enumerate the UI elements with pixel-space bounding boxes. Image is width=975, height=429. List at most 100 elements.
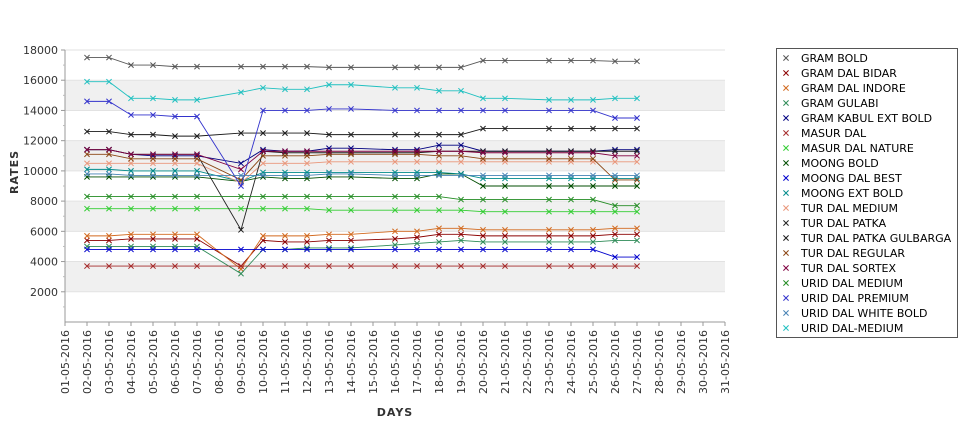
series-14	[84, 146, 640, 173]
legend-item: GRAM BOLD	[783, 52, 868, 65]
legend-item: TUR DAL PATKA GULBARGA	[783, 232, 952, 245]
legend-label: GRAM BOLD	[801, 52, 868, 65]
legend-marker	[783, 295, 789, 301]
data-point	[458, 107, 464, 114]
grid-band	[65, 80, 725, 111]
data-point	[326, 237, 332, 244]
data-point	[150, 263, 156, 270]
data-point	[612, 231, 618, 238]
data-point	[458, 263, 464, 270]
data-point	[568, 125, 574, 132]
data-point	[458, 231, 464, 238]
data-point	[194, 113, 200, 120]
data-point	[194, 205, 200, 212]
data-point	[106, 128, 112, 135]
data-point	[326, 193, 332, 200]
data-point	[414, 207, 420, 214]
data-point	[326, 263, 332, 270]
data-point	[612, 125, 618, 132]
data-point	[260, 263, 266, 270]
data-point	[546, 96, 552, 103]
data-point	[590, 232, 596, 239]
x-axis: 01-05-2016 02-05-2016 03-05-2016 04-05-2016…	[59, 321, 732, 394]
data-point	[282, 246, 288, 253]
data-point	[326, 105, 332, 112]
x-axis-title: DAYS	[377, 406, 413, 419]
data-point	[106, 160, 112, 167]
data-point	[414, 228, 420, 235]
legend-marker	[783, 325, 789, 331]
data-point	[238, 226, 244, 233]
legend-marker	[783, 220, 789, 226]
series-layer	[84, 54, 640, 277]
data-point	[304, 232, 310, 239]
data-point	[172, 113, 178, 120]
data-point	[326, 64, 332, 71]
data-point	[480, 57, 486, 64]
data-point	[634, 115, 640, 121]
data-point	[282, 263, 288, 270]
x-tick-label: 23-05-2016	[543, 330, 556, 394]
data-point	[502, 125, 508, 132]
legend-label: MASUR DAL	[801, 127, 867, 140]
data-point	[502, 196, 508, 203]
data-point	[414, 246, 420, 253]
data-point	[238, 193, 244, 200]
x-tick-label: 04-05-2016	[125, 330, 138, 394]
legend-marker	[783, 85, 789, 91]
legend-marker	[783, 250, 789, 256]
data-point	[414, 240, 420, 247]
series-12	[84, 125, 640, 140]
data-point	[612, 158, 618, 165]
data-point	[106, 146, 112, 153]
series-13	[84, 151, 640, 183]
series-17	[84, 170, 640, 179]
y-tick-label: 6000	[30, 225, 58, 238]
data-point	[150, 246, 156, 253]
data-point	[260, 246, 266, 253]
legend-item: GRAM KABUL EXT BOLD	[783, 112, 932, 125]
data-point	[480, 226, 486, 233]
data-point	[414, 193, 420, 200]
data-point	[392, 246, 398, 253]
data-point	[128, 263, 134, 270]
data-point	[238, 205, 244, 212]
data-point	[590, 183, 596, 189]
data-point	[128, 95, 134, 102]
data-point	[634, 95, 640, 102]
data-point	[458, 131, 464, 138]
data-point	[282, 107, 288, 114]
data-point	[392, 107, 398, 114]
x-tick-label: 28-05-2016	[653, 330, 666, 394]
data-point	[546, 238, 552, 245]
data-point	[106, 78, 112, 85]
data-point	[436, 87, 442, 94]
data-point	[568, 196, 574, 203]
data-point	[546, 196, 552, 203]
data-point	[348, 64, 354, 71]
y-tick-label: 4000	[30, 256, 58, 269]
data-point	[172, 151, 178, 158]
data-point	[568, 263, 574, 270]
data-point	[282, 232, 288, 239]
data-point	[458, 142, 464, 149]
data-point	[502, 57, 508, 64]
y-tick-label: 8000	[30, 195, 58, 208]
legend-item: MOONG DAL BEST	[783, 172, 902, 185]
data-point	[326, 148, 332, 155]
x-tick-label: 18-05-2016	[433, 330, 446, 394]
data-point	[546, 232, 552, 239]
legend-item: URID DAL MEDIUM	[783, 277, 903, 290]
data-point	[634, 183, 640, 189]
data-point	[480, 232, 486, 239]
data-point	[612, 148, 618, 155]
data-point	[238, 177, 244, 183]
data-point	[634, 254, 640, 260]
legend-item: MASUR DAL	[783, 127, 867, 140]
data-point	[502, 226, 508, 233]
data-point	[128, 193, 134, 200]
data-point	[546, 263, 552, 270]
x-tick-label: 20-05-2016	[477, 330, 490, 394]
y-tick-label: 12000	[23, 135, 58, 148]
data-point	[106, 54, 112, 61]
